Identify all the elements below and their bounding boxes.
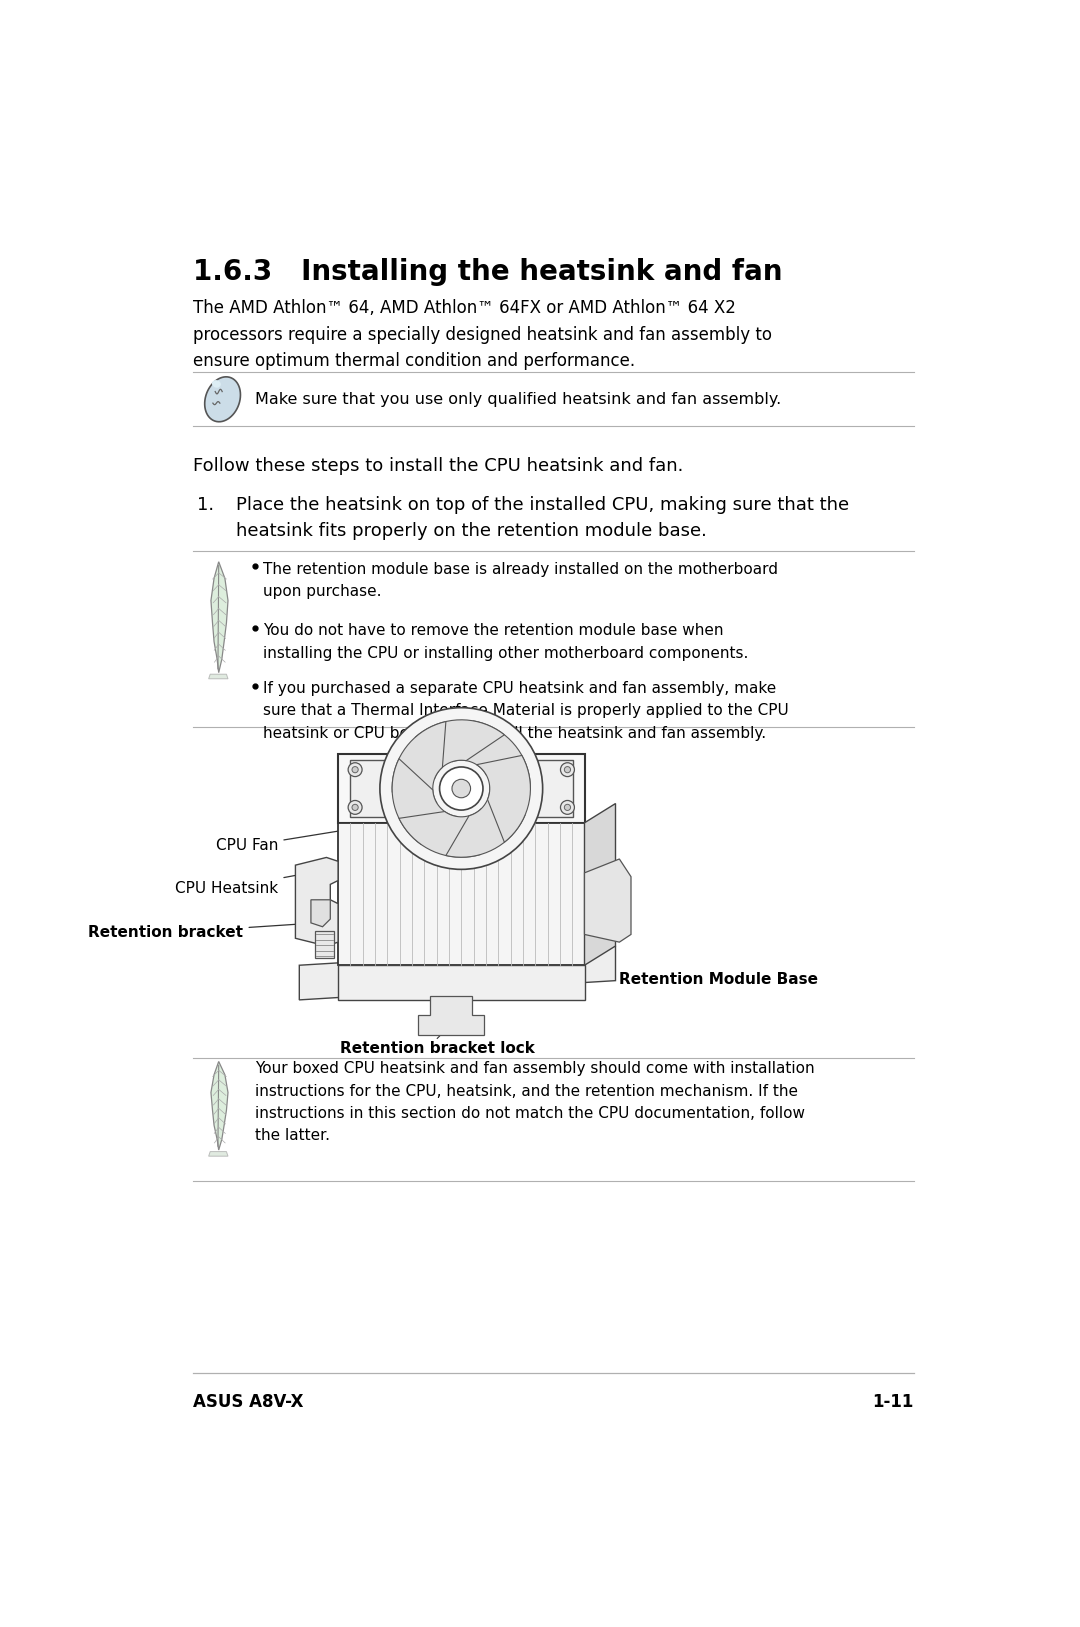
Polygon shape	[338, 755, 584, 823]
Text: Your boxed CPU heatsink and fan assembly should come with installation
instructi: Your boxed CPU heatsink and fan assembly…	[255, 1061, 814, 1144]
Text: Follow these steps to install the CPU heatsink and fan.: Follow these steps to install the CPU he…	[193, 457, 684, 475]
Text: ASUS A8V-X: ASUS A8V-X	[193, 1393, 303, 1411]
Circle shape	[352, 766, 359, 773]
Polygon shape	[311, 900, 330, 927]
Polygon shape	[205, 377, 241, 421]
Circle shape	[380, 708, 542, 869]
Text: If you purchased a separate CPU heatsink and fan assembly, make
sure that a Ther: If you purchased a separate CPU heatsink…	[262, 682, 788, 740]
Text: The retention module base is already installed on the motherboard
upon purchase.: The retention module base is already ins…	[262, 561, 778, 599]
Text: Place the heatsink on top of the installed CPU, making sure that the
heatsink fi: Place the heatsink on top of the install…	[235, 496, 849, 540]
Polygon shape	[211, 561, 228, 672]
Polygon shape	[392, 721, 446, 804]
Circle shape	[561, 763, 575, 776]
Circle shape	[561, 800, 575, 815]
Circle shape	[451, 779, 471, 797]
Polygon shape	[418, 996, 484, 1035]
Polygon shape	[338, 823, 584, 965]
Polygon shape	[453, 721, 530, 789]
Text: Make sure that you use only qualified heatsink and fan assembly.: Make sure that you use only qualified he…	[255, 392, 781, 407]
Polygon shape	[446, 786, 525, 857]
Circle shape	[565, 804, 570, 810]
Circle shape	[440, 766, 483, 810]
Polygon shape	[416, 719, 504, 779]
Polygon shape	[338, 965, 584, 1001]
Ellipse shape	[213, 381, 220, 387]
Text: 1-11: 1-11	[873, 1393, 914, 1411]
Polygon shape	[211, 1061, 228, 1150]
Text: CPU Heatsink: CPU Heatsink	[175, 867, 335, 896]
Text: Retention bracket: Retention bracket	[89, 924, 302, 940]
Text: 1.6.3   Installing the heatsink and fan: 1.6.3 Installing the heatsink and fan	[193, 259, 783, 286]
Text: Retention Module Base: Retention Module Base	[619, 971, 819, 986]
Circle shape	[348, 763, 362, 776]
Polygon shape	[208, 674, 228, 678]
FancyBboxPatch shape	[350, 760, 572, 817]
Polygon shape	[296, 857, 338, 945]
Polygon shape	[392, 758, 458, 844]
Text: The AMD Athlon™ 64, AMD Athlon™ 64FX or AMD Athlon™ 64 X2
processors require a s: The AMD Athlon™ 64, AMD Athlon™ 64FX or …	[193, 299, 772, 369]
Text: Retention bracket lock: Retention bracket lock	[340, 1041, 535, 1056]
Polygon shape	[584, 859, 631, 942]
Polygon shape	[399, 809, 482, 857]
Text: CPU Fan: CPU Fan	[216, 825, 373, 854]
Text: 1.: 1.	[197, 496, 214, 514]
Polygon shape	[299, 945, 616, 1001]
Polygon shape	[208, 1152, 228, 1157]
Circle shape	[352, 804, 359, 810]
Circle shape	[565, 766, 570, 773]
Circle shape	[348, 800, 362, 815]
Text: You do not have to remove the retention module base when
installing the CPU or i: You do not have to remove the retention …	[262, 623, 748, 661]
Polygon shape	[584, 804, 616, 965]
Polygon shape	[476, 755, 530, 843]
Polygon shape	[314, 931, 334, 958]
